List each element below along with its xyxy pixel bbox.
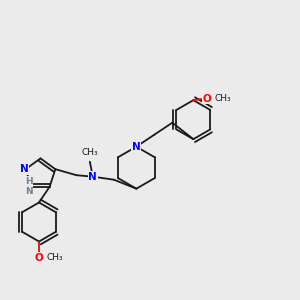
Text: O: O (202, 94, 211, 104)
Text: CH₃: CH₃ (82, 148, 98, 157)
Text: H
N: H N (25, 177, 33, 196)
Text: N: N (88, 172, 97, 182)
Text: CH₃: CH₃ (214, 94, 231, 103)
Text: N: N (20, 164, 28, 174)
Text: CH₃: CH₃ (46, 254, 63, 262)
Text: O: O (34, 253, 43, 263)
Text: N: N (132, 142, 141, 152)
